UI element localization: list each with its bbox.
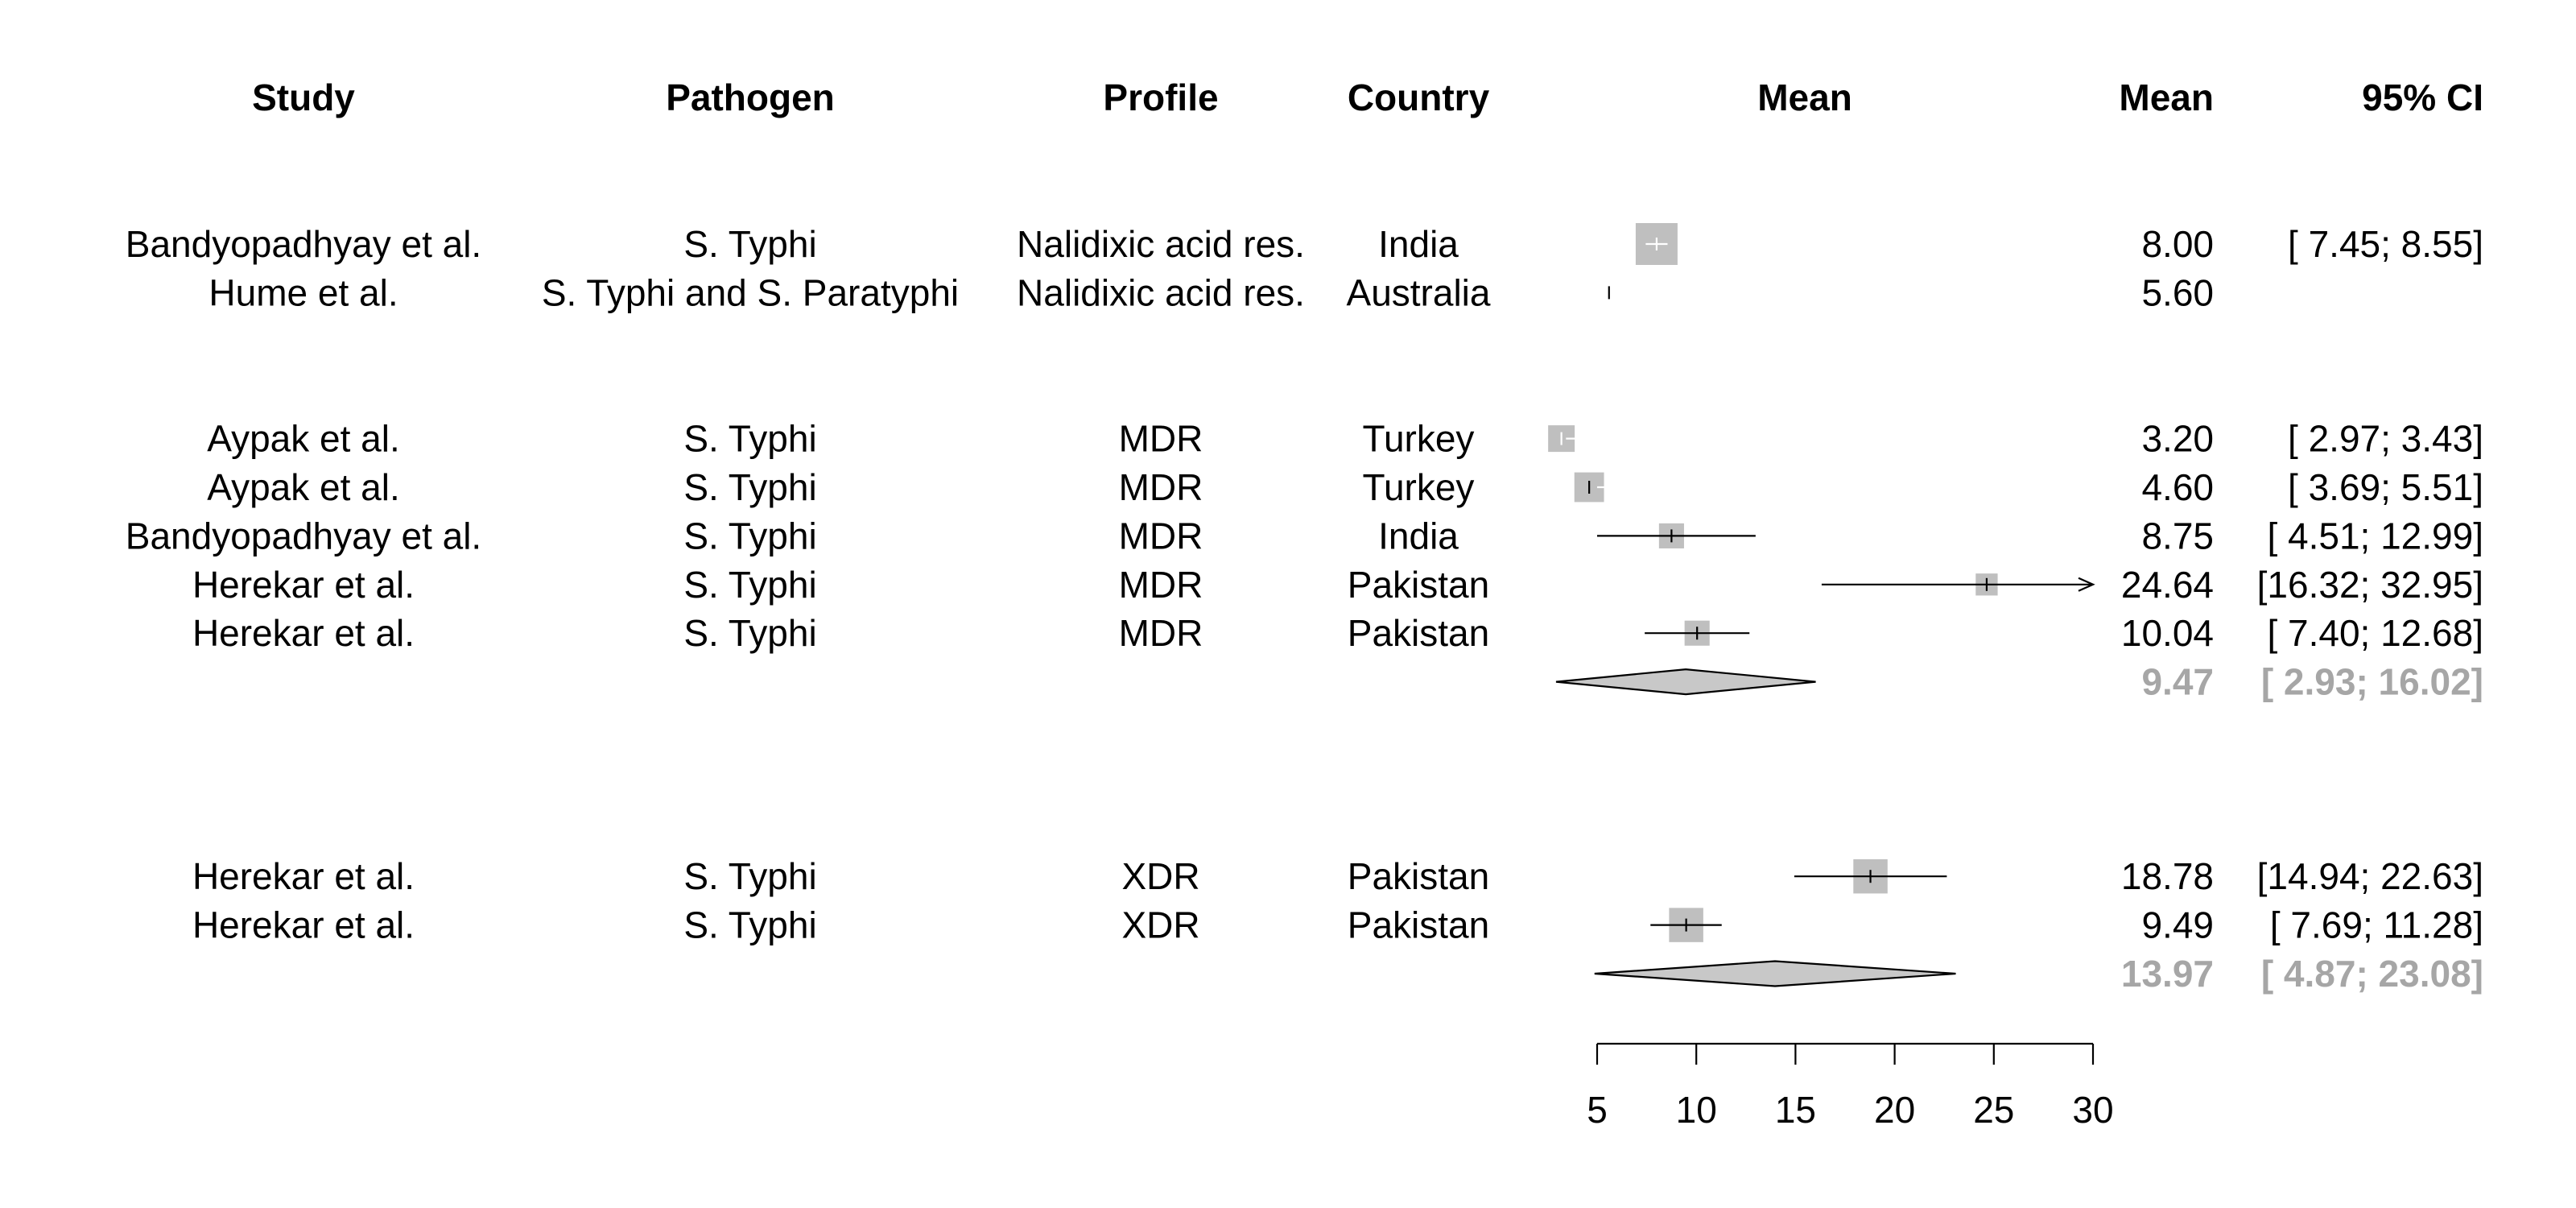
pathogen-label: S. Typhi [683, 515, 816, 556]
pooled-diamond [1555, 668, 1816, 696]
profile-label: MDR [1119, 515, 1203, 556]
profile-label: XDR [1121, 855, 1199, 897]
column-headers: Study Pathogen Profile Country Mean Mean… [252, 77, 2483, 118]
axis-tick-label: 15 [1775, 1089, 1816, 1131]
pathogen-label: S. Typhi [683, 223, 816, 265]
ci-value: [ 7.45; 8.55] [2288, 223, 2483, 265]
country-label: Turkey [1363, 418, 1475, 460]
axis-tick-label: 25 [1973, 1089, 2014, 1131]
ci-value: [ 7.40; 12.68] [2267, 612, 2483, 654]
study-row: Herekar et al. S. Typhi MDR Pakistan 24.64 [1… [192, 564, 2483, 606]
axis-tick-label: 10 [1676, 1089, 1717, 1131]
axis-tick-label: 20 [1874, 1089, 1915, 1131]
study-row: Bandyopadhyay et al. S. Typhi MDR India 8.75… [126, 515, 2483, 556]
profile-label: MDR [1119, 466, 1203, 508]
header-pathogen: Pathogen [666, 77, 835, 118]
profile-label: MDR [1119, 612, 1203, 654]
mean-value: 3.20 [2141, 418, 2214, 460]
study-name: Herekar et al. [192, 904, 415, 946]
study-name: Herekar et al. [192, 612, 415, 654]
country-label: Pakistan [1348, 904, 1489, 946]
mean-value: 8.00 [2141, 223, 2214, 265]
study-name: Aypak et al. [207, 466, 400, 508]
mean-value: 24.64 [2121, 564, 2214, 606]
header-profile: Profile [1103, 77, 1218, 118]
pathogen-label: S. Typhi [683, 904, 816, 946]
profile-label: MDR [1119, 564, 1203, 606]
pooled-estimate-row: 13.97 [ 4.87; 23.08] [1594, 953, 2483, 995]
pooled-mean-value: 13.97 [2121, 953, 2214, 995]
study-name: Herekar et al. [192, 855, 415, 897]
header-mean: Mean [2119, 77, 2214, 118]
study-name: Bandyopadhyay et al. [126, 515, 481, 556]
pathogen-label: S. Typhi [683, 466, 816, 508]
mean-value: 10.04 [2121, 612, 2214, 654]
study-name: Herekar et al. [192, 564, 415, 606]
axis-tick-label: 30 [2072, 1089, 2113, 1131]
study-row: Herekar et al. S. Typhi MDR Pakistan 10.04 [ … [192, 612, 2483, 654]
country-label: Pakistan [1348, 612, 1489, 654]
study-name: Aypak et al. [207, 418, 400, 460]
country-label: India [1378, 223, 1459, 265]
ci-arrow-icon [2078, 577, 2095, 592]
profile-label: MDR [1119, 418, 1203, 460]
profile-label: Nalidixic acid res. [1017, 271, 1305, 313]
pooled-diamond [1594, 960, 1956, 987]
mean-value: 18.78 [2121, 855, 2214, 897]
ci-value: [14.94; 22.63] [2257, 855, 2483, 897]
study-name: Bandyopadhyay et al. [126, 223, 481, 265]
ci-value: [ 4.51; 12.99] [2267, 515, 2483, 556]
study-row: Aypak et al. S. Typhi MDR Turkey 3.20 [ 2.97;… [207, 418, 2483, 460]
mean-value: 4.60 [2141, 466, 2214, 508]
pooled-estimate-row: 9.47 [ 2.93; 16.02] [1555, 661, 2483, 703]
pooled-mean-value: 9.47 [2141, 661, 2214, 703]
header-country: Country [1348, 77, 1490, 118]
ci-value: [ 2.97; 3.43] [2288, 418, 2483, 460]
ci-value: [16.32; 32.95] [2257, 564, 2483, 606]
study-row: Herekar et al. S. Typhi XDR Pakistan 18.78 [1… [192, 855, 2483, 897]
study-row: Bandyopadhyay et al. S. Typhi Nalidixic ac… [126, 223, 2483, 265]
header-ci: 95% CI [2362, 77, 2483, 118]
forest-rows: Bandyopadhyay et al. S. Typhi Nalidixic ac… [126, 223, 2483, 995]
country-label: Pakistan [1348, 564, 1489, 606]
pathogen-label: S. Typhi [683, 612, 816, 654]
country-label: Australia [1347, 271, 1491, 313]
pathogen-label: S. Typhi [683, 418, 816, 460]
country-label: Turkey [1363, 466, 1475, 508]
pathogen-label: S. Typhi [683, 564, 816, 606]
country-label: Pakistan [1348, 855, 1489, 897]
pathogen-label: S. Typhi and S. Paratyphi [542, 271, 959, 313]
study-row: Aypak et al. S. Typhi MDR Turkey 4.60 [ 3.69;… [207, 466, 2483, 508]
axis-tick-label: 5 [1587, 1089, 1608, 1131]
pooled-ci-value: [ 2.93; 16.02] [2261, 661, 2483, 703]
study-row: Herekar et al. S. Typhi XDR Pakistan 9.49 [ 7… [192, 904, 2483, 946]
mean-value: 8.75 [2141, 515, 2214, 556]
study-row: Hume et al. S. Typhi and S. Paratyphi Nali… [208, 271, 2214, 313]
header-study: Study [252, 77, 355, 118]
x-axis: 5 10 15 20 25 30 [1587, 1042, 2114, 1131]
ci-value: [ 3.69; 5.51] [2288, 466, 2483, 508]
country-label: India [1378, 515, 1459, 556]
mean-value: 5.60 [2141, 271, 2214, 313]
ci-value: [ 7.69; 11.28] [2270, 904, 2483, 946]
pooled-ci-value: [ 4.87; 23.08] [2261, 953, 2483, 995]
pathogen-label: S. Typhi [683, 855, 816, 897]
study-name: Hume et al. [208, 271, 398, 313]
header-plot-mean: Mean [1757, 77, 1852, 118]
profile-label: XDR [1121, 904, 1199, 946]
profile-label: Nalidixic acid res. [1017, 223, 1305, 265]
mean-value: 9.49 [2141, 904, 2214, 946]
